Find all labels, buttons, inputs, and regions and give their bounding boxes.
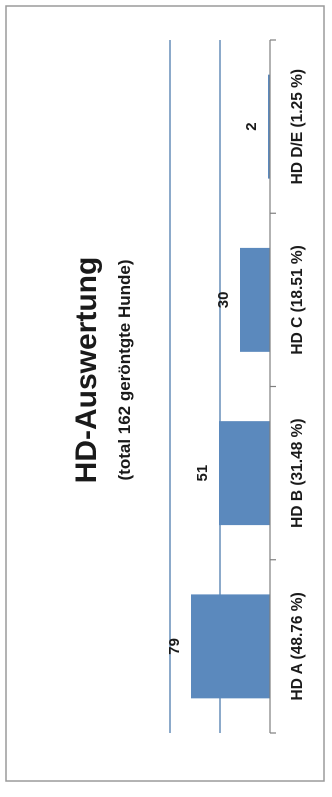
bar — [268, 74, 270, 179]
data-label: 79 — [166, 638, 183, 655]
bar — [191, 594, 270, 699]
chart-title: HD-Auswertung — [70, 257, 103, 484]
category-label: HD C (18.51 %) — [289, 245, 306, 354]
category-label: HD B (31.48 %) — [289, 418, 306, 527]
chart-subtitle: (total 162 geröntgte Hunde) — [115, 259, 134, 480]
data-label: 51 — [194, 465, 211, 482]
bar-layer — [191, 74, 270, 699]
category-label: HD D/E (1.25 %) — [289, 69, 306, 184]
category-axis — [269, 39, 276, 734]
data-label: 30 — [215, 292, 232, 309]
bar — [240, 247, 270, 352]
data-label: 2 — [243, 122, 260, 130]
chart-border — [5, 5, 325, 782]
bar — [219, 421, 270, 526]
category-label: HD A (48.76 %) — [289, 592, 306, 700]
label-layer: 79 HD A (48.76 %) 51 HD B (31.48 %) 30 HD C (… — [166, 69, 306, 701]
